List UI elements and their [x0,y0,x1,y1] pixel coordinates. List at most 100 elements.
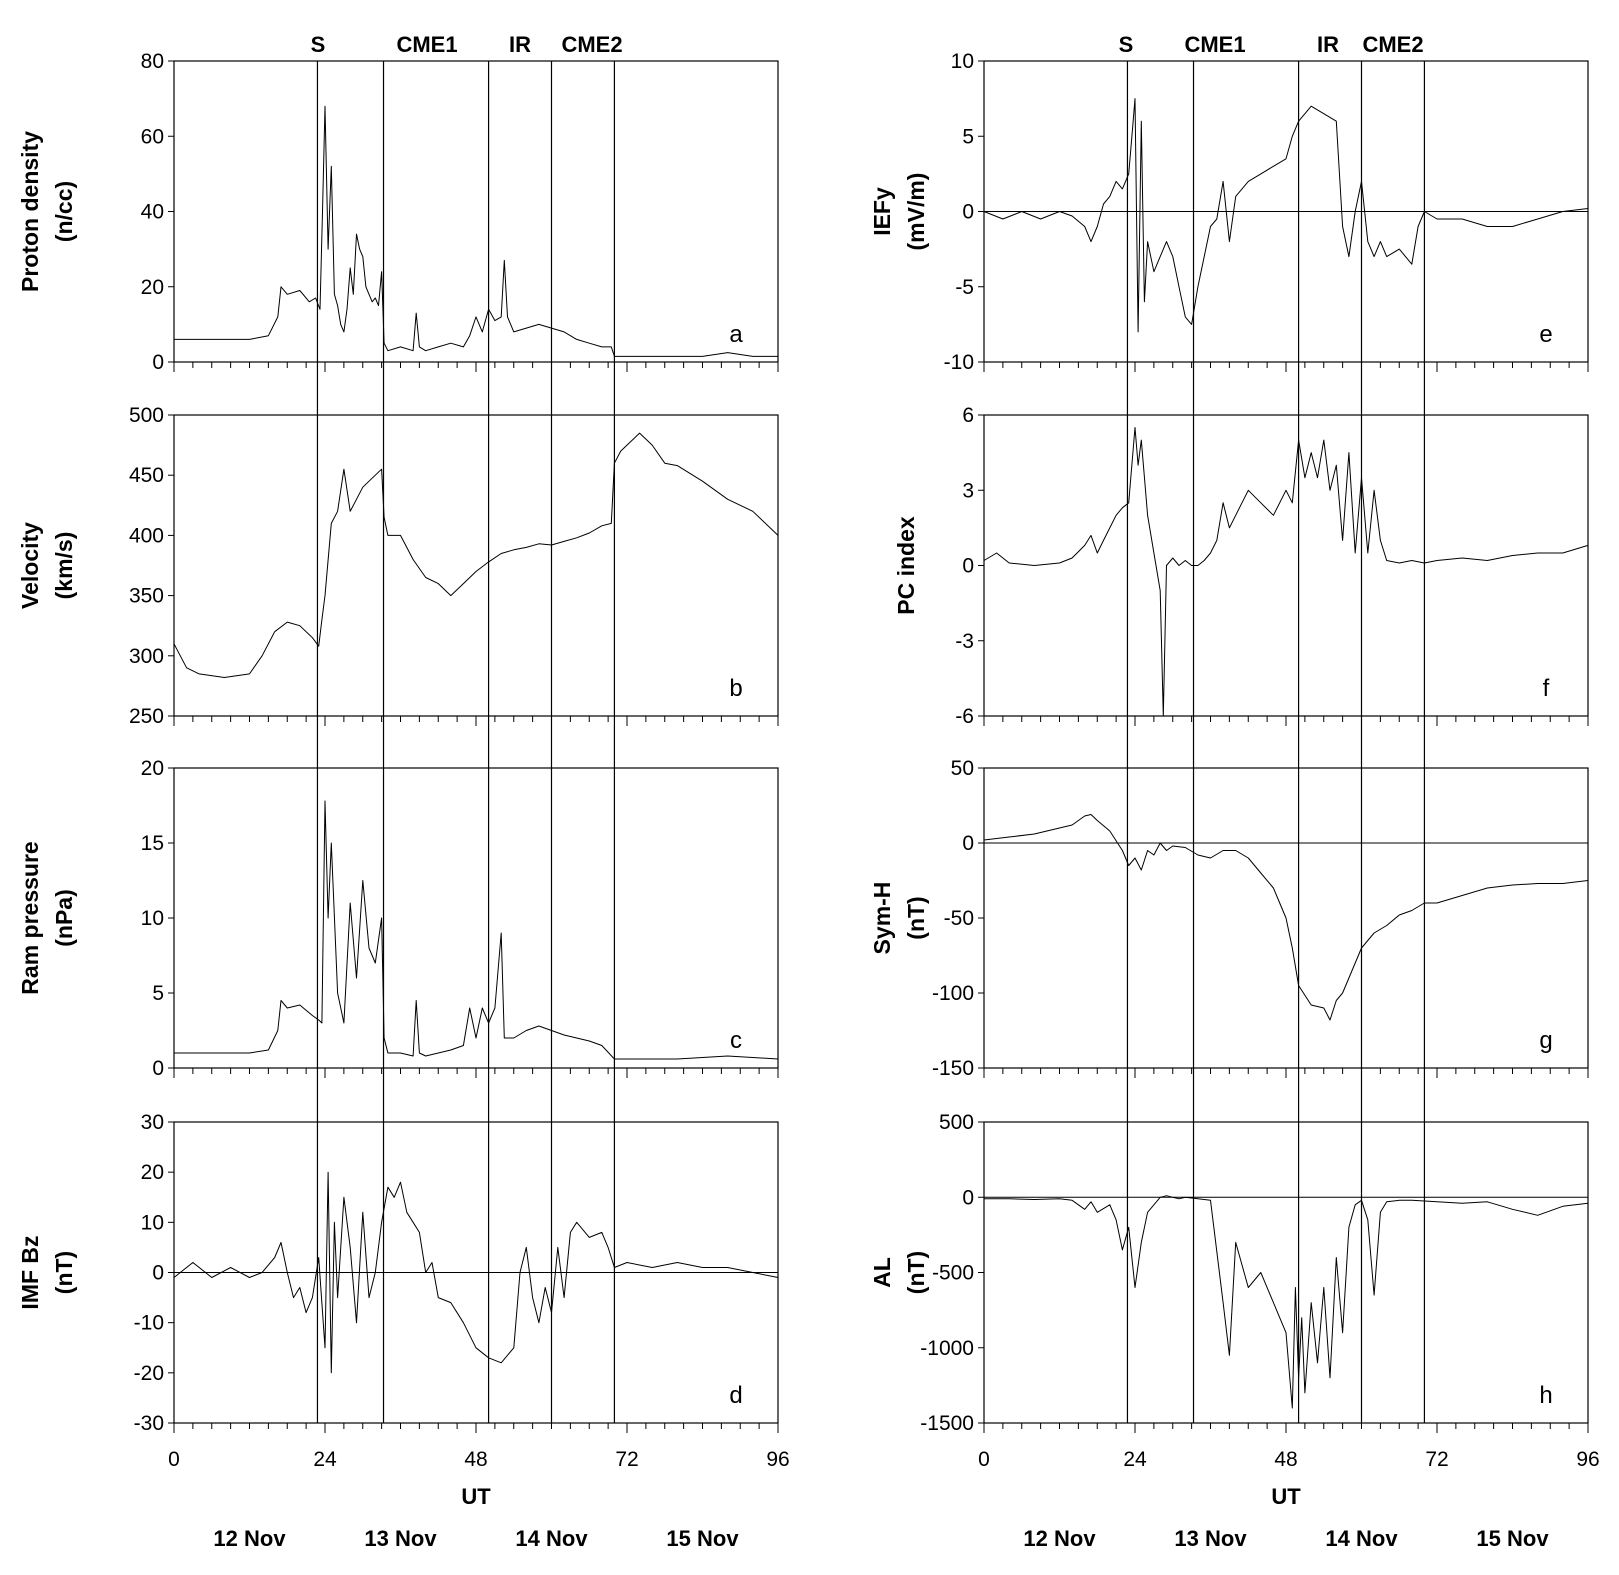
y-axis-unit-label: (mV/m) [903,173,929,251]
y-tick-label: 10 [141,907,164,930]
y-tick-label: 50 [951,757,974,780]
event-label: IR [1317,32,1339,57]
panel-letter: b [729,675,742,702]
y-tick-label: 500 [129,404,164,427]
date-label: 13 Nov [364,1526,437,1551]
y-tick-label: 450 [129,464,164,487]
y-tick-label: 0 [962,1186,974,1209]
y-tick-label: -10 [944,351,974,374]
y-tick-label: 350 [129,585,164,608]
x-axis-label: UT [461,1484,491,1509]
y-tick-label: 60 [141,125,164,148]
series-line-a [174,105,778,357]
x-tick-label: 72 [615,1448,638,1471]
y-tick-label: 80 [141,50,164,73]
panel-letter: c [730,1027,742,1054]
series-line-d [173,1171,779,1374]
y-axis-label: Velocity [17,522,43,609]
x-tick-label: 24 [1123,1448,1147,1471]
y-axis-label: Sym-H [869,882,895,955]
date-label: 15 Nov [666,1526,739,1551]
y-axis-label: PC index [893,516,919,615]
y-tick-label: 20 [141,757,164,780]
y-axis-label: IEFy [869,187,895,236]
y-axis-unit-label: (nT) [903,896,929,939]
y-tick-label: 300 [129,645,164,668]
y-tick-label: 500 [939,1111,974,1134]
x-tick-label: 96 [766,1448,789,1471]
y-tick-label: 0 [152,1057,164,1080]
panel-letter: e [1539,321,1552,348]
y-tick-label: 400 [129,524,164,547]
y-axis-label: Ram pressure [17,841,43,994]
y-tick-label: 0 [962,832,974,855]
date-label: 13 Nov [1174,1526,1247,1551]
y-tick-label: 250 [129,705,164,728]
panel-f: -6 -3 0 3 6 PC index f [893,404,1589,728]
event-label: CME1 [396,32,457,57]
y-tick-label: -150 [932,1057,974,1080]
y-tick-label: -1500 [920,1412,974,1435]
x-tick-label: 0 [978,1448,990,1471]
series-line-f [983,427,1589,717]
panel-g: -150 -100 -50 0 50 Sym-H (nT) g [869,757,1589,1080]
y-tick-label: -10 [134,1312,164,1335]
panel-c: 0 5 10 15 20 Ram pressure (nPa) c [17,757,779,1080]
y-tick-label: 5 [962,125,974,148]
y-tick-label: -20 [134,1362,164,1385]
y-tick-label: -5 [955,276,974,299]
x-tick-label: 48 [464,1448,487,1471]
y-axis-unit-label: (nPa) [51,889,77,947]
x-tick-label: 24 [313,1448,337,1471]
y-tick-label: 0 [962,555,974,578]
panel-letter: h [1539,1382,1552,1409]
panel-letter: g [1539,1027,1552,1054]
series-line-c [174,800,779,1060]
panel-frame [983,414,1589,717]
y-tick-label: 15 [141,832,164,855]
y-tick-label: 0 [152,351,164,374]
x-tick-label: 48 [1274,1448,1297,1471]
y-tick-label: 5 [152,982,164,1005]
panel-e: -10 -5 0 5 10 IEFy (mV/m) e [869,50,1589,374]
y-tick-label: 0 [152,1262,164,1285]
series-line-h [984,1195,1589,1409]
y-tick-label: 40 [141,201,164,224]
event-label: IR [509,32,531,57]
y-tick-label: 3 [962,479,974,502]
event-label: CME1 [1184,32,1245,57]
panel-b: 250 300 350 400 450 500 Velocity (km/s) b [17,404,779,728]
date-label: 14 Nov [515,1526,588,1551]
y-tick-label: -30 [134,1412,164,1435]
series-line-g [983,814,1589,1021]
x-axes: 0 24 48 72 96 UT 12 Nov 13 Nov 14 Nov 15 Nov 0 24 48… [168,1448,1600,1551]
y-tick-label: -50 [944,907,974,930]
date-label: 15 Nov [1476,1526,1549,1551]
y-tick-label: 0 [962,201,974,224]
y-tick-label: -500 [932,1262,974,1285]
x-tick-label: 96 [1576,1448,1599,1471]
series-line-e [983,98,1589,333]
y-axis-unit-label: (nT) [903,1251,929,1294]
panel-a: 0 20 40 60 80 Proton density (n/cc) a [17,50,779,374]
y-tick-label: 30 [141,1111,164,1134]
y-tick-label: 20 [141,1161,164,1184]
y-tick-label: -6 [955,705,974,728]
panel-letter: f [1543,675,1550,702]
y-axis-unit-label: (nT) [51,1251,77,1294]
series-line-b [173,432,779,678]
event-label: S [311,32,326,57]
x-axis-label: UT [1271,1484,1301,1509]
event-label: S [1119,32,1134,57]
date-label: 12 Nov [213,1526,286,1551]
y-axis-label: IMF Bz [17,1235,43,1309]
panel-frame [173,414,779,717]
date-label: 12 Nov [1023,1526,1096,1551]
event-markers: S CME1 IR CME2 S CME1 IR CME2 [311,32,1426,1423]
y-tick-label: 10 [141,1211,164,1234]
panel-frame [173,767,779,1069]
y-tick-label: 20 [141,276,164,299]
date-label: 14 Nov [1325,1526,1398,1551]
y-axis-label: AL [869,1257,895,1288]
